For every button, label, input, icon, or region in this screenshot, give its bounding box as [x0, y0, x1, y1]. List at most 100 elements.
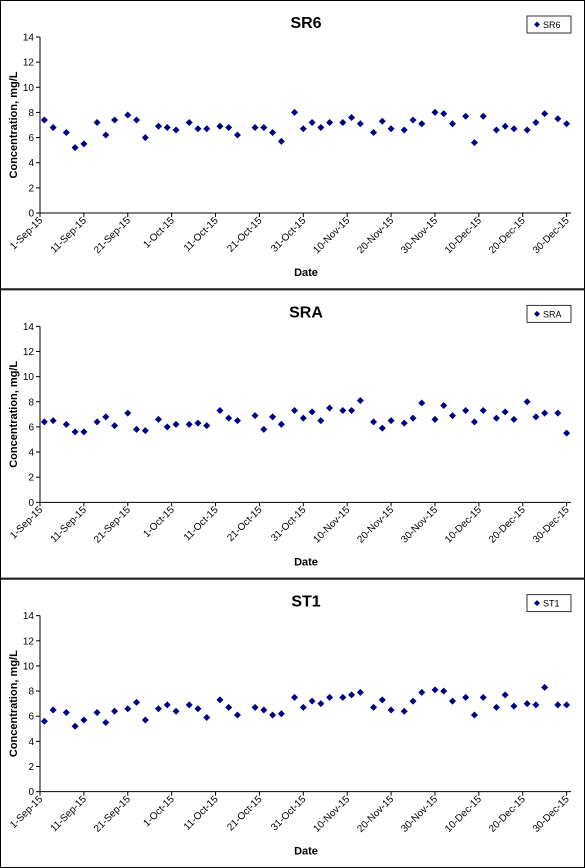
point [510, 125, 518, 133]
point [470, 139, 478, 147]
point [308, 118, 316, 126]
point [400, 419, 408, 427]
point [387, 417, 395, 425]
legend-label: SRA [543, 309, 562, 319]
x-tick-label: 1-Oct-15 [141, 215, 177, 251]
point [133, 116, 141, 124]
point [194, 125, 202, 133]
y-tick-label: 2 [28, 183, 34, 194]
point [154, 705, 162, 713]
chart-panel: SR6 0 2 4 6 8 10 12 14 1-Sep-15 11-Sep-15 21-Sep-15… [0, 0, 585, 290]
y-tick-label: 10 [23, 372, 35, 383]
point [440, 402, 448, 410]
x-axis-label: Date [294, 556, 318, 568]
x-tick-label: 11-Oct-15 [182, 215, 221, 254]
point [492, 126, 500, 134]
y-tick-label: 0 [28, 787, 34, 798]
y-tick-label: 12 [23, 636, 35, 647]
point [141, 427, 149, 435]
y-tick-label: 6 [28, 712, 34, 723]
point [277, 420, 285, 428]
y-axis-label: Concentration, mg/L [8, 361, 20, 468]
point [291, 407, 299, 415]
point [326, 404, 334, 412]
point [93, 708, 101, 716]
point [203, 125, 211, 133]
point [111, 422, 119, 430]
point [308, 697, 316, 705]
x-tick-label: 11-Oct-15 [182, 794, 221, 833]
point [440, 110, 448, 118]
point [185, 118, 193, 126]
point [449, 697, 457, 705]
point [418, 399, 426, 407]
point [370, 129, 378, 137]
point [409, 116, 417, 124]
point [299, 125, 307, 133]
point [80, 428, 88, 436]
legend-marker [534, 310, 540, 317]
point [216, 696, 224, 704]
point [492, 703, 500, 711]
x-tick-label: 21-Sep-15 [92, 215, 133, 256]
x-tick-label: 21-Oct-15 [225, 504, 265, 544]
y-tick-label: 0 [28, 209, 34, 220]
point [225, 124, 233, 132]
point [163, 124, 171, 132]
point [431, 686, 439, 694]
point [479, 693, 487, 701]
point [40, 717, 48, 725]
y-tick-label: 14 [23, 322, 35, 333]
x-tick-label: 11-Oct-15 [182, 504, 221, 543]
x-tick-label: 20-Dec-15 [487, 215, 528, 256]
point [339, 407, 347, 415]
point [141, 134, 149, 142]
point [49, 706, 57, 714]
x-tick-label: 30-Dec-15 [531, 794, 572, 835]
legend-box [526, 594, 572, 613]
x-tick-label: 31-Oct-15 [269, 504, 309, 544]
point [80, 140, 88, 148]
point [277, 710, 285, 718]
y-tick-label: 8 [28, 687, 34, 698]
point [400, 707, 408, 715]
point [339, 693, 347, 701]
legend-box [526, 304, 572, 323]
point [510, 415, 518, 423]
point [370, 418, 378, 426]
point [541, 683, 549, 691]
x-tick-label: 10-Nov-15 [312, 504, 353, 545]
point [251, 124, 259, 132]
point [378, 117, 386, 125]
point [431, 108, 439, 116]
x-tick-label: 31-Oct-15 [269, 794, 309, 834]
point [80, 716, 88, 724]
point [216, 407, 224, 415]
point [299, 703, 307, 711]
y-tick-label: 2 [28, 473, 34, 484]
point [40, 116, 48, 124]
x-tick-label: 21-Sep-15 [92, 794, 133, 835]
point [563, 701, 571, 709]
point [449, 412, 457, 420]
x-tick-label: 10-Dec-15 [443, 215, 484, 256]
point [141, 716, 149, 724]
chart-title: ST1 [291, 594, 320, 611]
point [102, 131, 110, 139]
point [124, 409, 132, 417]
point [299, 414, 307, 422]
point [523, 398, 531, 406]
point [102, 413, 110, 421]
point [172, 126, 180, 134]
point [541, 409, 549, 417]
y-tick-label: 12 [23, 58, 35, 69]
y-tick-label: 4 [28, 448, 34, 459]
point [163, 423, 171, 431]
point [541, 110, 549, 118]
point [233, 417, 241, 425]
x-tick-label: 20-Nov-15 [355, 794, 396, 835]
point [326, 118, 334, 126]
chart-title: SRA [289, 304, 323, 321]
point [532, 118, 540, 126]
y-tick-label: 4 [28, 737, 34, 748]
